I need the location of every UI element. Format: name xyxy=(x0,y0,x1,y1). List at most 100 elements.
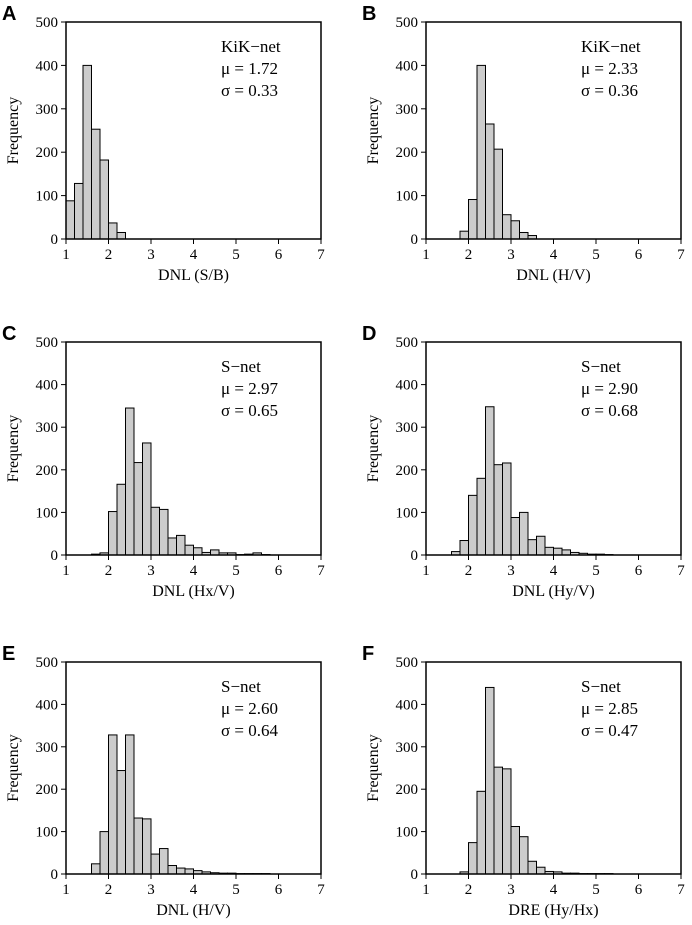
panel-letter: B xyxy=(362,3,376,25)
y-axis-label: Frequency xyxy=(365,734,382,802)
y-tick-label: 400 xyxy=(396,697,419,713)
y-tick-label: 300 xyxy=(36,102,59,118)
mean-annotation: μ = 2.85 xyxy=(581,699,638,718)
y-axis-label: Frequency xyxy=(5,734,22,802)
x-tick-label: 4 xyxy=(190,247,198,263)
plot-frame xyxy=(425,661,682,875)
y-tick-label: 300 xyxy=(36,740,59,756)
panel-letter: F xyxy=(362,643,374,665)
histogram-bar xyxy=(510,220,520,240)
y-tick-label: 100 xyxy=(396,189,419,205)
y-tick-label: 400 xyxy=(396,58,419,74)
y-tick-label: 0 xyxy=(51,232,59,248)
histogram-bar xyxy=(99,831,109,875)
x-tick-label: 4 xyxy=(190,882,198,898)
y-tick-label: 100 xyxy=(36,505,59,521)
y-tick-label: 0 xyxy=(411,232,419,248)
histogram-bar xyxy=(116,483,126,556)
mean-annotation: μ = 2.97 xyxy=(221,379,278,398)
x-tick-label: 6 xyxy=(635,247,643,263)
y-tick-label: 400 xyxy=(36,378,59,394)
network-annotation: S−net xyxy=(221,357,261,376)
histogram-bar xyxy=(485,123,495,240)
panel-c: 0 100 200 300 400 500 1 2 3 4 5 6 7 C Frequency DNL (Hx… xyxy=(2,323,325,600)
histogram-bar xyxy=(65,200,75,240)
histogram-bar xyxy=(74,182,84,240)
x-tick-label: 7 xyxy=(317,247,325,263)
x-tick-label: 1 xyxy=(422,882,430,898)
x-tick-label: 4 xyxy=(550,563,558,579)
histogram-bar xyxy=(527,539,537,556)
x-tick-label: 7 xyxy=(317,882,325,898)
x-axis-label: DNL (S/B) xyxy=(158,267,229,284)
histogram-bar xyxy=(133,817,143,875)
x-tick-label: 5 xyxy=(592,882,600,898)
y-tick-label: 0 xyxy=(51,548,59,564)
panel-letter: D xyxy=(362,323,376,345)
y-tick-label: 0 xyxy=(411,548,419,564)
histogram-bar xyxy=(502,768,512,875)
x-tick-label: 6 xyxy=(275,247,283,263)
y-tick-label: 0 xyxy=(51,867,59,883)
y-axis-label: Frequency xyxy=(5,97,22,165)
histogram-bar xyxy=(176,534,186,556)
y-tick-label: 500 xyxy=(396,655,419,671)
panel-e: 0 100 200 300 400 500 1 2 3 4 5 6 7 E Frequency DNL (H/… xyxy=(2,643,325,919)
x-tick-label: 7 xyxy=(677,882,685,898)
histogram-bar xyxy=(561,549,571,556)
histogram-bar xyxy=(108,511,118,556)
mean-annotation: μ = 2.60 xyxy=(221,699,278,718)
histogram-bar xyxy=(544,546,554,556)
histogram-bar xyxy=(184,544,194,556)
histogram-bar xyxy=(485,686,495,875)
y-tick-label: 400 xyxy=(36,697,59,713)
histogram-bar xyxy=(519,836,529,875)
x-tick-label: 4 xyxy=(550,247,558,263)
histogram-bar xyxy=(91,863,101,875)
x-axis-label: DNL (Hy/V) xyxy=(512,583,595,600)
std-annotation: σ = 0.33 xyxy=(221,81,278,100)
histogram-bar xyxy=(527,860,537,875)
x-tick-label: 1 xyxy=(62,882,70,898)
x-tick-label: 4 xyxy=(190,563,198,579)
x-tick-label: 6 xyxy=(635,882,643,898)
y-tick-label: 500 xyxy=(396,335,419,351)
y-tick-label: 300 xyxy=(36,420,59,436)
x-axis-label: DNL (H/V) xyxy=(156,902,231,919)
histogram-bar xyxy=(459,230,469,240)
histogram-bar xyxy=(184,868,194,875)
histogram-bar xyxy=(116,770,126,875)
x-tick-label: 2 xyxy=(105,563,113,579)
y-tick-label: 100 xyxy=(36,189,59,205)
x-tick-label: 5 xyxy=(592,563,600,579)
histogram-bar xyxy=(519,231,529,240)
x-tick-label: 1 xyxy=(62,247,70,263)
histogram-bar xyxy=(536,535,546,556)
histogram-bar xyxy=(150,506,160,556)
x-tick-label: 1 xyxy=(62,563,70,579)
histogram-bar xyxy=(125,407,135,556)
histogram-bar xyxy=(468,842,478,875)
panel-letter: C xyxy=(2,323,16,345)
plot-frame xyxy=(65,341,322,556)
histogram-bar xyxy=(193,547,203,556)
x-tick-label: 1 xyxy=(422,247,430,263)
y-tick-label: 200 xyxy=(36,145,59,161)
x-tick-label: 3 xyxy=(507,247,515,263)
x-tick-label: 3 xyxy=(507,882,515,898)
x-tick-label: 2 xyxy=(465,247,473,263)
panel-letter: E xyxy=(2,643,15,665)
x-tick-label: 3 xyxy=(147,563,155,579)
histogram-bar xyxy=(485,406,495,556)
y-axis-label: Frequency xyxy=(5,415,22,483)
std-annotation: σ = 0.36 xyxy=(581,81,638,100)
panel-f: 0 100 200 300 400 500 1 2 3 4 5 6 7 F Frequency DRE (Hy… xyxy=(362,643,685,919)
histogram-bar xyxy=(519,511,529,556)
y-tick-label: 200 xyxy=(396,463,419,479)
histogram-bar xyxy=(459,540,469,556)
histogram-bar xyxy=(108,734,118,875)
x-tick-label: 3 xyxy=(507,563,515,579)
y-tick-label: 100 xyxy=(396,505,419,521)
y-tick-label: 300 xyxy=(396,102,419,118)
